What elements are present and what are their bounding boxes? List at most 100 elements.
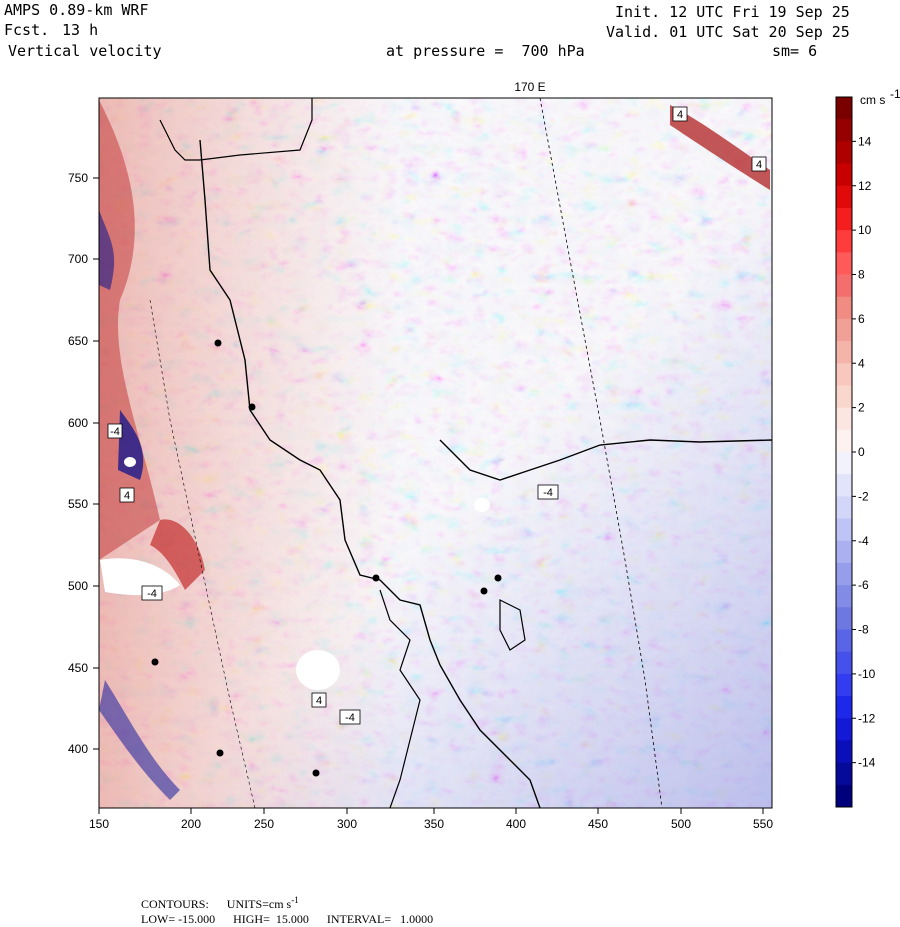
contour-info: CONTOURS: UNITS=cm s-1 LOW= -15.000 HIGH= … [135,880,451,927]
contours-label: CONTOURS: [141,897,209,911]
colorbar-swatch [836,562,852,586]
valid-time: Valid. 01 UTC Sat 20 Sep 25 [606,23,850,41]
colorbar-swatch [836,651,852,675]
colorbar-swatch [836,385,852,409]
x-tick-label: 400 [506,817,526,831]
colorbar-swatch [836,252,852,275]
colorbar-swatch [836,585,852,608]
colorbar-unit: cm s [860,93,885,107]
field-name: Vertical velocity [8,42,162,60]
y-tick-label: 400 [68,742,88,756]
model-title: AMPS 0.89-km WRF [4,1,149,19]
svg-text:-4: -4 [147,588,157,600]
colorbar-swatch [836,185,852,209]
y-tick-label: 750 [68,171,88,185]
colorbar-label: 6 [858,312,865,326]
colorbar-label: -12 [858,711,876,725]
vertical-velocity-field [99,98,772,808]
colorbar-swatch [836,207,852,231]
colorbar-swatch [836,696,852,719]
colorbar-swatch [836,740,852,764]
x-tick-label: 200 [181,817,201,831]
units-exponent: -1 [291,895,299,905]
units-label: UNITS=cm s [226,897,292,911]
x-axis: 150 200 250 300 350 400 450 500 550 [89,808,773,831]
colorbar-swatch [836,407,852,431]
colorbar-swatch [836,607,852,630]
colorbar-unit-exponent: -1 [890,87,900,101]
colorbar-label: -8 [858,623,869,637]
x-tick-label: 450 [588,817,608,831]
y-tick-label: 450 [68,661,88,675]
colorbar-label: 0 [858,445,865,459]
x-tick-label: 150 [89,817,109,831]
colorbar-label: -2 [858,489,869,503]
contour-marker: 4 [311,692,327,708]
colorbar-label: 12 [858,179,872,193]
colorbar-swatch [836,629,852,653]
y-tick-label: 600 [68,416,88,430]
x-tick-label: 500 [671,817,691,831]
y-tick-label: 500 [68,579,88,593]
contour-marker: 4 [672,106,688,122]
low-value: LOW= -15.000 [141,912,216,926]
svg-text:4: 4 [124,490,130,502]
init-time: Init. 12 UTC Fri 19 Sep 25 [615,3,850,21]
colorbar-swatch [836,496,852,520]
svg-text:4: 4 [316,695,322,707]
y-axis: 750 700 650 600 550 500 450 400 [68,171,99,756]
forecast-label: Fcst. [4,21,50,39]
contour-marker: -4 [339,709,361,725]
colorbar-swatch [836,429,852,453]
colorbar-swatch [836,141,852,165]
svg-text:4: 4 [756,159,762,171]
colorbar-swatch [836,784,852,808]
contour-marker: -4 [141,585,163,601]
x-tick-label: 350 [424,817,444,831]
colorbar-label: -10 [858,667,876,681]
colorbar-swatch [836,163,852,187]
colorbar-swatch [836,673,852,697]
colorbar-label: -6 [858,578,869,592]
colorbar-swatch [836,363,852,386]
contour-marker: -4 [107,423,123,439]
colorbar-label: 14 [858,134,872,148]
contour-marker: -4 [537,484,559,500]
svg-text:-4: -4 [110,426,120,438]
contour-marker: 4 [119,487,135,503]
colorbar-swatch [836,518,852,542]
colorbar-swatch [836,474,852,497]
svg-text:-4: -4 [345,712,355,724]
high-value: HIGH= 15.000 [233,912,309,926]
contour-labels: 4 4 4 4 -4 -4 -4 -4 [107,106,767,725]
colorbar-swatch [836,296,852,320]
smoothing: sm= 6 [772,42,818,60]
colorbar-swatch [836,230,852,253]
contour-marker: 4 [751,156,767,172]
meridian-label: 170 E [514,80,545,94]
y-tick-label: 550 [68,497,88,511]
x-tick-label: 250 [254,817,274,831]
svg-text:4: 4 [677,109,683,121]
colorbar-label: -14 [858,756,876,770]
y-tick-label: 650 [68,334,88,348]
colorbar-swatch [836,119,852,142]
colorbar-label: 8 [858,268,865,282]
colorbar-swatch [836,274,852,298]
colorbar-swatch [836,540,852,564]
svg-text:-4: -4 [543,487,553,499]
pressure-level: at pressure = 700 hPa [386,42,585,60]
colorbar-swatch [836,762,852,786]
y-tick-label: 700 [68,252,88,266]
map-figure: 4 4 4 4 -4 -4 -4 -4 170 E 150 200 250 30… [68,80,900,831]
colorbar-swatch [836,718,852,741]
x-tick-label: 300 [337,817,357,831]
interval-value: INTERVAL= 1.0000 [326,912,434,926]
colorbar-swatch [836,341,852,364]
colorbar-swatch [836,318,852,342]
forecast-hour: 13 h [62,21,99,39]
colorbar-swatch [836,452,852,475]
colorbar-label: 4 [858,356,865,370]
plot-frame [98,97,773,809]
x-tick-label: 550 [753,817,773,831]
